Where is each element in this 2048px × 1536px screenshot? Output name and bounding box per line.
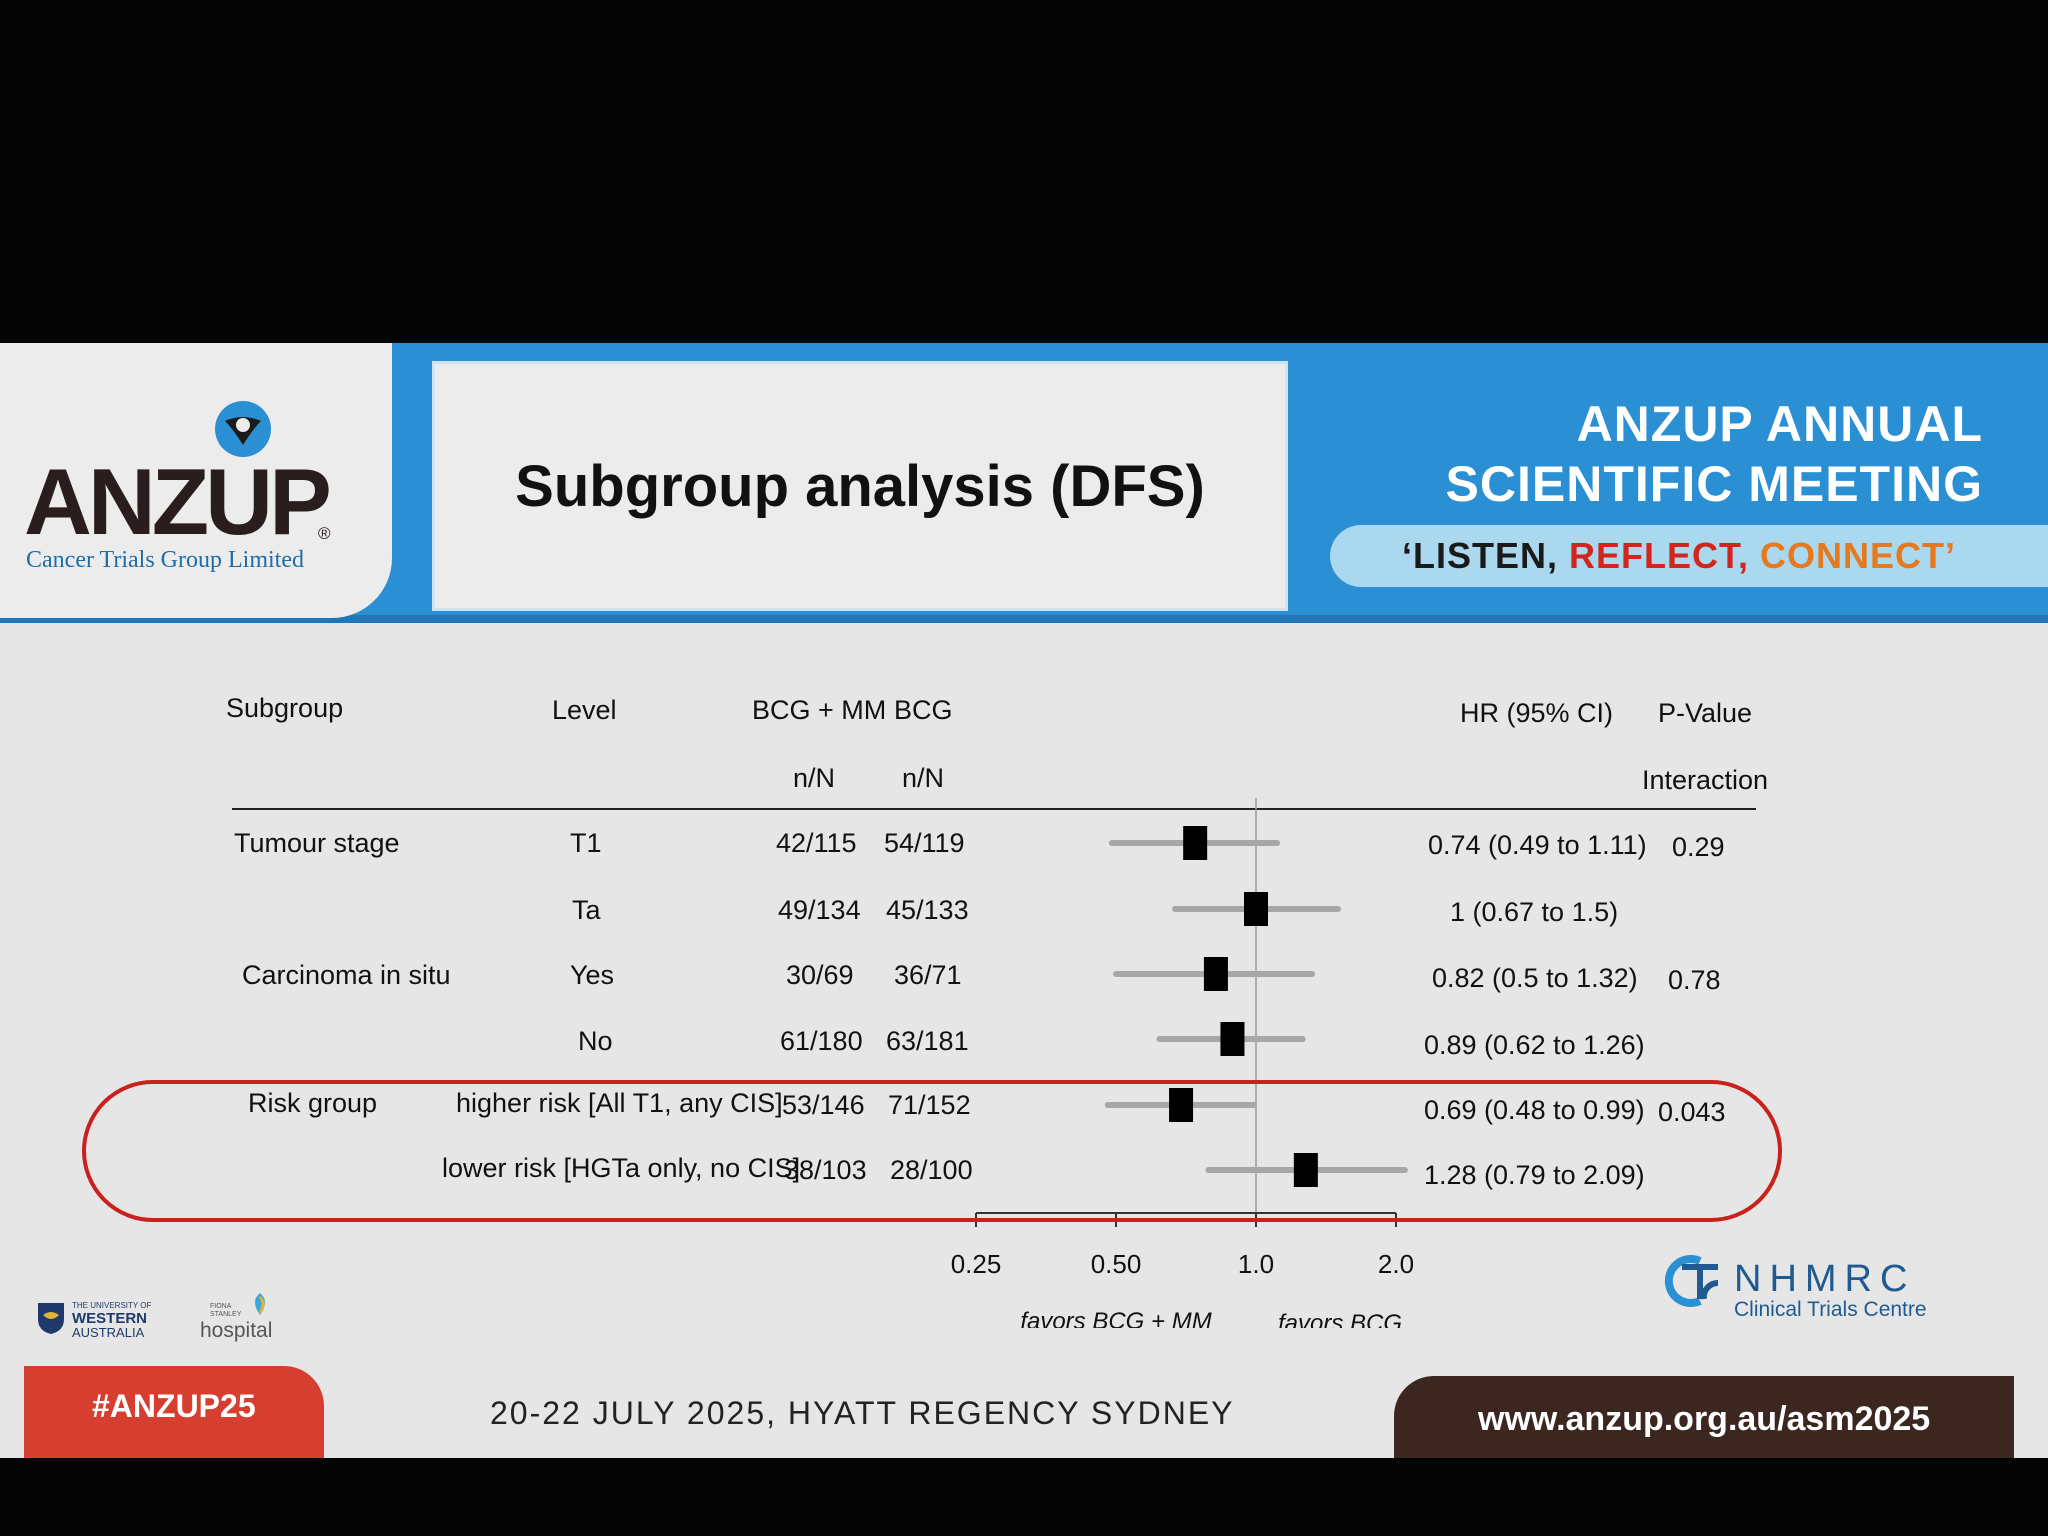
uwa-crest-icon bbox=[38, 1303, 64, 1334]
fs-line3: hospital bbox=[200, 1319, 273, 1342]
col-header-pvalue: P-Value bbox=[1658, 698, 1753, 728]
col-header-bcgmm: BCG + MM bbox=[752, 695, 887, 725]
table-header-rule bbox=[232, 808, 1756, 810]
event-url[interactable]: www.anzup.org.au/asm2025 bbox=[1478, 1400, 1931, 1438]
row-bcg-count: 28/100 bbox=[890, 1155, 973, 1185]
row-hr-text: 1 (0.67 to 1.5) bbox=[1450, 897, 1619, 927]
risk-group-highlight bbox=[82, 1080, 1782, 1222]
row-hr-text: 0.89 (0.62 to 1.26) bbox=[1424, 1030, 1645, 1060]
row-bcgmm-count: 38/103 bbox=[784, 1155, 867, 1185]
x-tick-label: 1.0 bbox=[1238, 1249, 1274, 1279]
row-hr-text: 1.28 (0.79 to 2.09) bbox=[1424, 1160, 1645, 1190]
anzup-emblem-icon bbox=[215, 401, 271, 457]
favors-left-label: favors BCG + MM bbox=[1020, 1308, 1211, 1328]
hr-marker bbox=[1293, 1153, 1318, 1187]
meeting-title-line2: SCIENTIFIC MEETING bbox=[1445, 456, 1983, 512]
row-level: Ta bbox=[572, 895, 601, 925]
meeting-title-line1: ANZUP ANNUAL bbox=[1576, 396, 1983, 452]
col-header-subgroup: Subgroup bbox=[226, 693, 344, 723]
nhmrc-logo-icon bbox=[1664, 1255, 1719, 1307]
x-tick-label: 0.50 bbox=[1091, 1249, 1142, 1279]
col-header-bcg: BCG bbox=[894, 695, 953, 725]
hashtag-text: #ANZUP25 bbox=[92, 1388, 256, 1424]
presentation-slide: ANZUP ® Cancer Trials Group Limited Subg… bbox=[0, 343, 2048, 1458]
slogan-listen: ‘LISTEN, bbox=[1402, 535, 1570, 576]
favors-right-label: favors BCG bbox=[1278, 1310, 1402, 1328]
col-header-interaction: Interaction bbox=[1642, 765, 1769, 795]
url-box: www.anzup.org.au/asm2025 bbox=[1394, 1376, 2014, 1458]
event-date-venue: 20-22 JULY 2025, HYATT REGENCY SYDNEY bbox=[490, 1395, 1235, 1431]
slogan-text: ‘LISTEN, REFLECT, CONNECT’ bbox=[1402, 535, 1956, 577]
nhmrc-subtitle: Clinical Trials Centre bbox=[1734, 1298, 1927, 1321]
hr-marker bbox=[1203, 957, 1228, 991]
row-subgroup-label: Carcinoma in situ bbox=[242, 960, 451, 990]
registered-mark: ® bbox=[318, 524, 331, 543]
slogan-banner: ‘LISTEN, REFLECT, CONNECT’ bbox=[1330, 525, 2048, 587]
fiona-stanley-leaf-icon bbox=[255, 1293, 265, 1315]
uwa-line3: AUSTRALIA bbox=[72, 1325, 145, 1340]
col-header-level: Level bbox=[552, 695, 617, 725]
row-hr-text: 0.69 (0.48 to 0.99) bbox=[1424, 1095, 1645, 1125]
nhmrc-wordmark: NHMRC bbox=[1734, 1258, 1916, 1300]
row-hr-text: 0.74 (0.49 to 1.11) bbox=[1428, 830, 1647, 860]
uwa-line2: WESTERN bbox=[72, 1310, 147, 1327]
hr-marker bbox=[1183, 826, 1208, 860]
row-bcg-count: 54/119 bbox=[884, 828, 965, 858]
uwa-line1: THE UNIVERSITY OF bbox=[72, 1301, 152, 1310]
fs-line2: STANLEY bbox=[210, 1311, 242, 1318]
hr-marker bbox=[1220, 1022, 1245, 1056]
row-bcgmm-count: 49/134 bbox=[778, 895, 861, 925]
col-header-nN-bcgmm: n/N bbox=[793, 763, 836, 793]
row-bcgmm-count: 53/146 bbox=[782, 1090, 865, 1120]
slogan-reflect: REFLECT, bbox=[1569, 535, 1761, 576]
row-subgroup-label: Tumour stage bbox=[234, 828, 400, 858]
row-p-value: 0.29 bbox=[1672, 832, 1725, 862]
hr-marker bbox=[1244, 892, 1268, 926]
row-bcg-count: 45/133 bbox=[886, 895, 969, 925]
row-bcg-count: 63/181 bbox=[886, 1026, 969, 1056]
fs-line1: FIONA bbox=[210, 1303, 232, 1310]
forest-plot: 0.25 0.50 1.0 2.0 favors BCG + MM favors BCG bbox=[951, 798, 1414, 1328]
row-bcgmm-count: 61/180 bbox=[780, 1026, 863, 1056]
x-tick-label: 0.25 bbox=[951, 1249, 1002, 1279]
row-bcg-count: 36/71 bbox=[894, 960, 962, 990]
anzup-logo-text: ANZUP bbox=[24, 449, 332, 554]
anzup-logo-subtitle: Cancer Trials Group Limited bbox=[26, 547, 304, 573]
header-divider bbox=[0, 615, 2048, 623]
row-level: higher risk [All T1, any CIS] bbox=[456, 1088, 783, 1118]
col-header-hr: HR (95% CI) bbox=[1460, 698, 1614, 728]
row-level: Yes bbox=[570, 960, 615, 990]
hashtag-box: #ANZUP25 bbox=[24, 1366, 324, 1458]
row-subgroup-label: Risk group bbox=[248, 1088, 378, 1118]
col-header-nN-bcg: n/N bbox=[902, 763, 945, 793]
row-level: lower risk [HGTa only, no CIS] bbox=[442, 1153, 801, 1183]
row-bcgmm-count: 30/69 bbox=[786, 960, 854, 990]
row-level: No bbox=[578, 1026, 613, 1056]
row-hr-text: 0.82 (0.5 to 1.32) bbox=[1432, 963, 1638, 993]
slogan-connect: CONNECT’ bbox=[1760, 535, 1957, 576]
slide-title: Subgroup analysis (DFS) bbox=[515, 454, 1205, 519]
x-tick-label: 2.0 bbox=[1378, 1249, 1414, 1279]
slide-title-box: Subgroup analysis (DFS) bbox=[432, 361, 1288, 611]
row-bcg-count: 71/152 bbox=[888, 1090, 971, 1120]
hr-marker bbox=[1169, 1088, 1194, 1122]
row-level: T1 bbox=[570, 828, 602, 858]
row-p-value: 0.78 bbox=[1668, 965, 1721, 995]
row-bcgmm-count: 42/115 bbox=[776, 828, 857, 858]
anzup-logo-panel: ANZUP ® Cancer Trials Group Limited bbox=[0, 343, 392, 618]
